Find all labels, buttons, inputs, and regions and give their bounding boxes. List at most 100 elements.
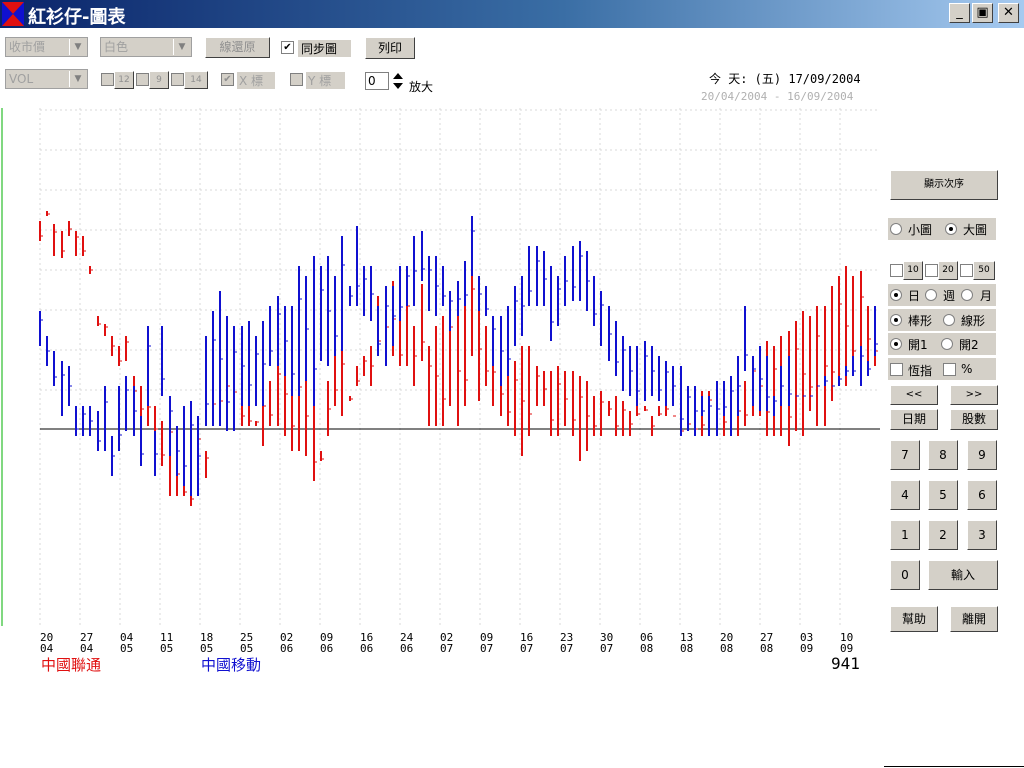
x-tick-label: 09 [320,631,333,644]
x-tick-label: 25 [240,631,253,644]
key-6[interactable]: 6 [967,480,997,510]
key-1[interactable]: 1 [890,520,920,550]
maximize-button[interactable]: ▣ [972,3,993,23]
ma-period-group: 10 20 50 [888,260,996,282]
ma-period-checkbox-1[interactable] [890,264,903,277]
x-axis-label: X 標 [237,72,276,89]
indicator-select[interactable]: VOL ▼ [5,69,88,89]
exit-button[interactable]: 離開 [950,606,998,632]
ma-period-1[interactable]: 10 [903,261,923,280]
chevron-down-icon: ▼ [69,71,86,87]
x-tick-label: 05 [240,642,253,655]
x-tick-label: 05 [200,642,213,655]
app-logo-icon [2,2,24,26]
x-tick-label: 20 [40,631,53,644]
x-tick-label: 04 [120,631,134,644]
x-tick-label: 23 [560,631,573,644]
x-tick-label: 10 [840,631,853,644]
ma-period-checkbox-2[interactable] [925,264,938,277]
spinner-arrows-icon [393,73,403,89]
x-tick-label: 18 [200,631,213,644]
x-tick-label: 11 [160,631,173,644]
x-tick-label: 08 [760,642,773,655]
chevron-down-icon: ▼ [69,39,86,55]
open1-radio[interactable] [890,338,902,350]
x-tick-label: 07 [440,642,453,655]
color-select[interactable]: 白色 ▼ [100,37,192,57]
key-9[interactable]: 9 [967,440,997,470]
ma-checkbox-2[interactable] [136,73,149,86]
y-axis-checkbox[interactable] [290,73,303,86]
help-button[interactable]: 幫助 [890,606,938,632]
x-tick-label: 06 [320,642,333,655]
x-tick-label: 16 [360,631,373,644]
x-tick-label: 05 [160,642,173,655]
close-button[interactable]: ✕ [998,3,1019,23]
ma-period-checkbox-3[interactable] [960,264,973,277]
legend-series-2: 中國移動 [201,656,262,674]
hsi-checkbox[interactable] [890,363,903,376]
daily-label: 日 [908,289,921,303]
stock-code: 941 [831,654,860,673]
x-tick-label: 07 [520,642,533,655]
key-8[interactable]: 8 [928,440,958,470]
zoom-spinner[interactable] [390,72,406,90]
percent-checkbox[interactable] [943,363,956,376]
ma-value-3[interactable]: 14 [184,71,208,89]
key-2[interactable]: 2 [928,520,958,550]
price-type-select[interactable]: 收市價 ▼ [5,37,88,57]
small-chart-radio[interactable] [890,223,902,235]
key-4[interactable]: 4 [890,480,920,510]
x-tick-label: 06 [280,642,293,655]
x-tick-label: 09 [480,631,493,644]
shares-button[interactable]: 股數 [950,409,998,430]
ma-value-1[interactable]: 12 [114,71,134,89]
date-button[interactable]: 日期 [890,409,938,430]
bar-style-radio[interactable] [890,314,902,326]
ma-checkbox-1[interactable] [101,73,114,86]
zoom-input[interactable]: 0 [365,72,389,90]
period-group: 日 週 月 [888,284,996,306]
key-7[interactable]: 7 [890,440,920,470]
key-5[interactable]: 5 [928,480,958,510]
x-tick-label: 27 [760,631,773,644]
x-axis-checkbox[interactable]: ✔ [221,73,234,86]
weekly-radio[interactable] [925,289,937,301]
key-3[interactable]: 3 [967,520,997,550]
restore-lines-button[interactable]: 線還原 [205,37,270,58]
x-tick-label: 30 [600,631,613,644]
chart-style-group: 棒形 線形 [888,309,996,331]
today-date: 今 天: (五) 17/09/2004 [709,72,861,86]
open1-label: 開1 [908,338,928,352]
x-tick-label: 20 [720,631,733,644]
zoom-label: 放大 [409,80,434,94]
large-chart-radio[interactable] [945,223,957,235]
enter-button[interactable]: 輸入 [928,560,998,590]
minimize-button[interactable]: _ [949,3,970,23]
prev-button[interactable]: << [890,385,938,405]
ma-checkbox-3[interactable] [171,73,184,86]
x-tick-label: 02 [280,631,293,644]
x-tick-label: 24 [400,631,414,644]
line-style-radio[interactable] [943,314,955,326]
x-tick-label: 04 [80,642,94,655]
next-button[interactable]: >> [950,385,998,405]
open2-radio[interactable] [941,338,953,350]
sync-chart-checkbox[interactable]: ✔ [281,41,294,54]
ma-period-2[interactable]: 20 [938,261,958,280]
price-type-value: 收市價 [9,40,46,54]
color-value: 白色 [104,40,129,54]
toolbar: 收市價 ▼ 白色 ▼ 線還原 ✔ 同步圖 列印 VOL ▼ 12 9 14 ✔ … [0,28,1024,106]
print-button[interactable]: 列印 [365,37,415,59]
key-0[interactable]: 0 [890,560,920,590]
ma-value-2[interactable]: 9 [149,71,169,89]
daily-radio[interactable] [890,289,902,301]
stock-chart[interactable]: 2004270404051105180525050206090616062406… [0,106,885,668]
monthly-radio[interactable] [961,289,973,301]
display-order-button[interactable]: 顯示次序 [890,170,998,200]
ma-period-3[interactable]: 50 [973,261,995,280]
window-title: 紅衫仔-圖表 [28,7,126,28]
x-tick-label: 07 [480,642,493,655]
monthly-label: 月 [980,289,993,303]
legend-series-1: 中國聯通 [41,656,102,674]
